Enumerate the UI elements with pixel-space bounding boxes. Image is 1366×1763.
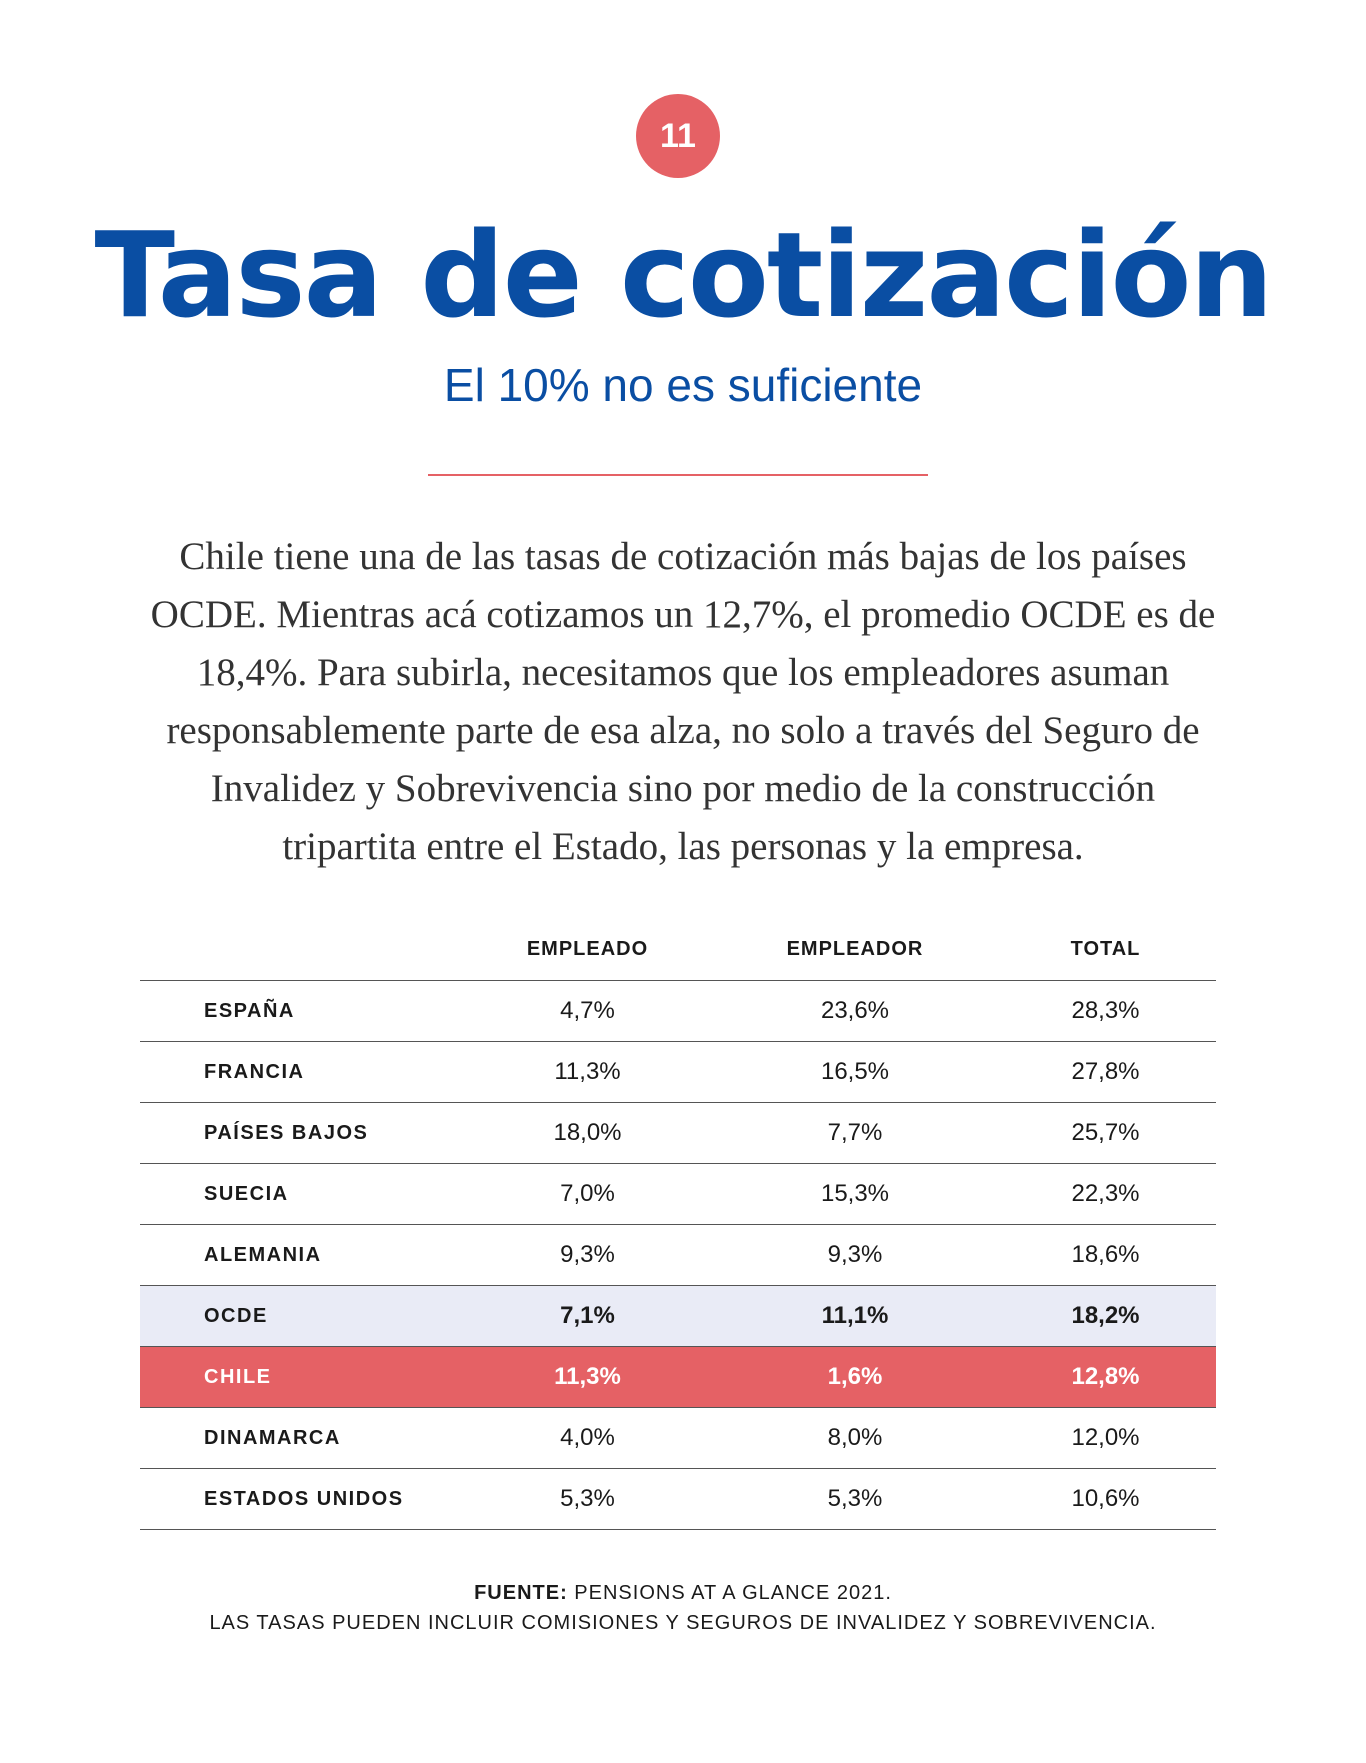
row-empleado: 7,0% bbox=[460, 1163, 715, 1225]
row-empleado: 4,7% bbox=[460, 980, 715, 1042]
divider bbox=[428, 474, 928, 476]
table-row-chile-highlight: CHILE 11,3% 1,6% 12,8% bbox=[140, 1346, 1216, 1408]
row-total: 10,6% bbox=[995, 1468, 1216, 1530]
row-empleado: 4,0% bbox=[460, 1407, 715, 1469]
row-empleado: 18,0% bbox=[460, 1102, 715, 1164]
row-empleado: 9,3% bbox=[460, 1224, 715, 1286]
table-row: SUECIA 7,0% 15,3% 22,3% bbox=[140, 1163, 1216, 1225]
row-country: FRANCIA bbox=[140, 1041, 460, 1103]
row-empleador: 9,3% bbox=[715, 1224, 995, 1286]
row-empleador: 1,6% bbox=[715, 1346, 995, 1408]
row-empleador: 11,1% bbox=[715, 1285, 995, 1347]
row-empleado: 11,3% bbox=[460, 1346, 715, 1408]
page-number-badge: 11 bbox=[636, 94, 720, 178]
header-country bbox=[140, 918, 460, 981]
footnote-source-line: FUENTE: PENSIONS AT A GLANCE 2021. bbox=[0, 1578, 1366, 1608]
header-empleado: EMPLEADO bbox=[460, 918, 715, 981]
table-row: ALEMANIA 9,3% 9,3% 18,6% bbox=[140, 1224, 1216, 1286]
row-empleado: 5,3% bbox=[460, 1468, 715, 1530]
row-empleado: 7,1% bbox=[460, 1285, 715, 1347]
row-country: OCDE bbox=[140, 1285, 460, 1347]
row-empleador: 8,0% bbox=[715, 1407, 995, 1469]
row-country: ESPAÑA bbox=[140, 980, 460, 1042]
footnote-note: LAS TASAS PUEDEN INCLUIR COMISIONES Y SE… bbox=[209, 1612, 1157, 1634]
row-total: 18,2% bbox=[995, 1285, 1216, 1347]
table-row: ESTADOS UNIDOS 5,3% 5,3% 10,6% bbox=[140, 1468, 1216, 1530]
row-total: 25,7% bbox=[995, 1102, 1216, 1164]
row-empleador: 5,3% bbox=[715, 1468, 995, 1530]
table-row: PAÍSES BAJOS 18,0% 7,7% 25,7% bbox=[140, 1102, 1216, 1164]
table-row-ocde-highlight: OCDE 7,1% 11,1% 18,2% bbox=[140, 1285, 1216, 1347]
table-row: DINAMARCA 4,0% 8,0% 12,0% bbox=[140, 1407, 1216, 1469]
row-country: SUECIA bbox=[140, 1163, 460, 1225]
row-total: 12,0% bbox=[995, 1407, 1216, 1469]
intro-paragraph: Chile tiene una de las tasas de cotizaci… bbox=[150, 535, 1216, 868]
row-empleador: 23,6% bbox=[715, 980, 995, 1042]
row-empleado: 11,3% bbox=[460, 1041, 715, 1103]
footnote-source-text: PENSIONS AT A GLANCE 2021. bbox=[574, 1582, 892, 1604]
row-empleador: 15,3% bbox=[715, 1163, 995, 1225]
row-country: CHILE bbox=[140, 1346, 460, 1408]
row-total: 28,3% bbox=[995, 980, 1216, 1042]
footnote-source-label: FUENTE: bbox=[474, 1582, 568, 1604]
row-country: PAÍSES BAJOS bbox=[140, 1102, 460, 1164]
row-empleador: 7,7% bbox=[715, 1102, 995, 1164]
page-title: Tasa de cotización bbox=[94, 206, 1273, 344]
row-country: ESTADOS UNIDOS bbox=[140, 1468, 460, 1530]
table-row: ESPAÑA 4,7% 23,6% 28,3% bbox=[140, 980, 1216, 1042]
table-row: FRANCIA 11,3% 16,5% 27,8% bbox=[140, 1041, 1216, 1103]
table-header-row: EMPLEADO EMPLEADOR TOTAL bbox=[140, 918, 1216, 981]
footnote: FUENTE: PENSIONS AT A GLANCE 2021. LAS T… bbox=[0, 1578, 1366, 1638]
page-subtitle: El 10% no es suficiente bbox=[443, 359, 923, 411]
row-country: DINAMARCA bbox=[140, 1407, 460, 1469]
row-total: 18,6% bbox=[995, 1224, 1216, 1286]
header-total: TOTAL bbox=[995, 918, 1216, 981]
header-empleador: EMPLEADOR bbox=[715, 918, 995, 981]
row-empleador: 16,5% bbox=[715, 1041, 995, 1103]
contribution-rates-table: EMPLEADO EMPLEADOR TOTAL ESPAÑA 4,7% 23,… bbox=[140, 918, 1216, 1530]
row-total: 27,8% bbox=[995, 1041, 1216, 1103]
row-total: 12,8% bbox=[995, 1346, 1216, 1408]
row-country: ALEMANIA bbox=[140, 1224, 460, 1286]
row-total: 22,3% bbox=[995, 1163, 1216, 1225]
